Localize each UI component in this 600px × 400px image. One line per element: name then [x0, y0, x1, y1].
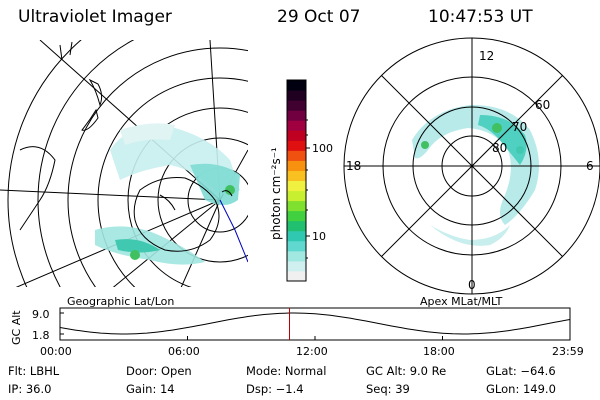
colorbar-segment: [287, 160, 306, 171]
date-label: 29 Oct 07: [277, 7, 361, 27]
aurora-emission-left: [95, 123, 240, 265]
colorbar-segment: [287, 130, 306, 141]
altitude-curve: [59, 312, 571, 335]
colorbar-segment: [287, 140, 306, 151]
mlat-label-60: 60: [535, 98, 550, 112]
ip-info: IP: 36.0: [8, 382, 52, 396]
colorbar-segment: [287, 90, 306, 101]
glon-info: GLon: 149.0: [486, 382, 556, 396]
mlt-label-6: 6: [586, 159, 594, 173]
mlt-label-0: 0: [468, 278, 476, 292]
geographic-map: [0, 40, 248, 287]
x-tick-0600: 06:00: [168, 345, 200, 358]
colorbar-segment: [287, 110, 306, 121]
mlt-label-12: 12: [479, 49, 494, 63]
colorbar-segment: [287, 170, 306, 181]
colorbar-segment: [287, 180, 306, 192]
seq-info: Seq: 39: [366, 382, 410, 396]
altitude-plot-frame: [59, 307, 571, 341]
gc-alt-info: GC Alt: 9.0 Re: [366, 364, 447, 378]
left-panel-label: Geographic Lat/Lon: [67, 295, 174, 308]
satellite-track: [219, 199, 248, 263]
colorbar-segment: [287, 200, 306, 212]
colorbar-segment: [287, 210, 306, 222]
colorbar-segment: [287, 230, 306, 242]
mlat-label-80: 80: [492, 141, 507, 155]
gain-info: Gain: 14: [126, 382, 175, 396]
altitude-axis-label: GC Alt: [10, 310, 23, 345]
coastlines: [19, 41, 220, 252]
x-tick-0000: 00:00: [40, 345, 72, 358]
right-panel-label: Apex MLat/MLT: [420, 295, 503, 308]
mlat-label-70: 70: [512, 120, 527, 134]
altitude-y-tick-9: 9.0: [32, 308, 50, 321]
altitude-plot: GC Alt 9.0 1.8: [10, 307, 571, 345]
dsp-info: Dsp: −1.4: [246, 382, 304, 396]
magnetic-polar-plot: 12 18 6 0 60 70 80: [343, 37, 600, 295]
time-label: 10:47:53 UT: [428, 7, 533, 27]
colorbar-segment: [287, 250, 306, 262]
colorbar-segment: [287, 100, 306, 111]
x-tick-2359: 23:59: [552, 345, 584, 358]
x-tick-1800: 18:00: [423, 345, 455, 358]
colorbar: [287, 80, 306, 282]
colorbar-segment: [287, 190, 306, 202]
door-info: Door: Open: [126, 364, 192, 378]
mode-info: Mode: Normal: [246, 364, 327, 378]
aurora-emission-right: [412, 104, 539, 246]
colorbar-segment: [287, 260, 306, 272]
mlt-label-18: 18: [346, 159, 361, 173]
colorbar-segment: [287, 270, 306, 282]
colorbar-segment: [287, 150, 306, 161]
instrument-title: Ultraviolet Imager: [18, 7, 172, 27]
x-tick-1200: 12:00: [296, 345, 328, 358]
colorbar-tick-100: 100: [312, 142, 333, 155]
glat-info: GLat: −64.6: [486, 364, 556, 378]
colorbar-unit-label: photon cm⁻²s⁻¹: [269, 147, 283, 240]
filter-info: Flt: LBHL: [8, 364, 60, 378]
colorbar-segment: [287, 80, 306, 91]
colorbar-segment: [287, 220, 306, 232]
colorbar-tick-10: 10: [312, 230, 326, 243]
colorbar-segment: [287, 240, 306, 252]
colorbar-segment: [287, 120, 306, 131]
colorbar-ticks: [306, 119, 310, 259]
altitude-y-tick-1-8: 1.8: [32, 329, 50, 342]
altitude-x-ticks: [59, 312, 571, 340]
